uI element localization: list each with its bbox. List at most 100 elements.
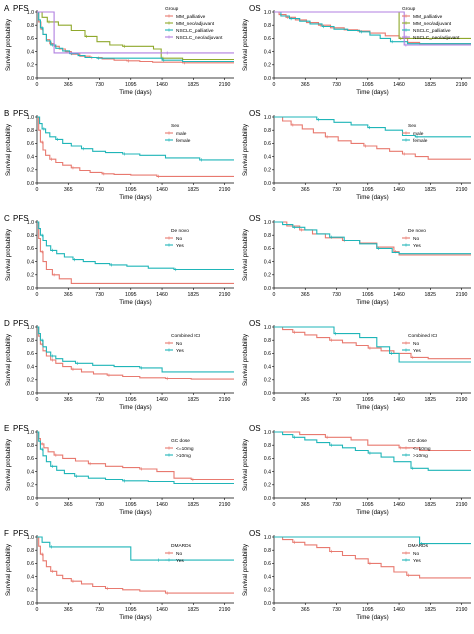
- x-tick-label: 2190: [219, 187, 231, 193]
- x-tick-label: 1825: [425, 82, 437, 88]
- x-tick-label: 1095: [362, 292, 374, 298]
- x-tick-label: 730: [332, 292, 341, 298]
- x-tick-label: 1825: [188, 607, 200, 613]
- km-curve-1: [37, 221, 234, 284]
- y-tick-label: 0.0: [27, 391, 34, 397]
- legend-label: MM_neo/adjuvant: [413, 21, 452, 27]
- legend-title: Combined ICI: [408, 333, 437, 339]
- panel-12: OS 0.0 0.2 0.4 0.6 0.8 1.0 0 365 730 1095 1460 1825 2…: [242, 529, 471, 621]
- x-tick-label: 2190: [456, 292, 468, 298]
- km-curve-2: [37, 116, 234, 161]
- x-tick-label: 1825: [188, 187, 200, 193]
- x-tick-label: 1460: [156, 397, 168, 403]
- y-tick-label: 0.8: [27, 443, 34, 449]
- y-tick-label: 0.6: [27, 456, 34, 462]
- x-tick-label: 0: [273, 292, 276, 298]
- legend-label: No: [176, 236, 182, 242]
- legend-label: No: [413, 341, 419, 347]
- x-tick-label: 1825: [425, 502, 437, 508]
- x-tick-label: 365: [301, 187, 310, 193]
- panel-7: D PFS 0.0 0.2 0.4 0.6 0.8 1.0 0 365 730 1095 1460 182…: [4, 319, 234, 411]
- y-tick-label: 1.0: [264, 220, 271, 226]
- y-tick-label: 0.6: [264, 246, 271, 252]
- y-axis-title: Survival probability: [5, 123, 12, 176]
- y-axis-title: Survival probability: [242, 18, 249, 71]
- y-tick-label: 0.8: [264, 443, 271, 449]
- panel-letter: D: [4, 319, 10, 328]
- x-tick-label: 0: [273, 502, 276, 508]
- y-tick-label: 0.8: [264, 128, 271, 134]
- y-tick-label: 0.2: [264, 378, 271, 384]
- panel-title: PFS: [13, 529, 29, 538]
- panel-title: OS: [249, 214, 261, 223]
- x-tick-label: 0: [273, 607, 276, 613]
- x-tick-label: 0: [273, 82, 276, 88]
- panel-title: OS: [249, 109, 261, 118]
- legend-label: No: [413, 236, 419, 242]
- x-tick-label: 0: [36, 502, 39, 508]
- panel-2: OS 0.0 0.2 0.4 0.6 0.8 1.0 0 365 730 1095 1460 1825 2…: [242, 4, 471, 96]
- y-tick-label: 0.8: [27, 128, 34, 134]
- x-tick-label: 1095: [125, 292, 137, 298]
- y-tick-label: 0.8: [264, 548, 271, 554]
- legend-title: Sex: [408, 123, 417, 129]
- km-curve-2: [37, 431, 234, 485]
- x-tick-label: 730: [95, 502, 104, 508]
- x-tick-label: 1825: [188, 397, 200, 403]
- legend-label: Yes: [176, 558, 184, 564]
- y-tick-label: 1.0: [27, 535, 34, 541]
- panel-title: OS: [249, 424, 261, 433]
- x-tick-label: 2190: [456, 82, 468, 88]
- y-tick-label: 0.2: [27, 483, 34, 489]
- km-curve-1: [37, 326, 234, 380]
- x-tick-label: 2190: [219, 397, 231, 403]
- x-tick-label: 0: [36, 187, 39, 193]
- y-tick-label: 0.2: [264, 63, 271, 69]
- x-axis-title: Time (days): [356, 89, 388, 96]
- y-tick-label: 0.0: [27, 496, 34, 502]
- legend-title: Group: [165, 6, 179, 12]
- y-tick-label: 0.6: [264, 36, 271, 42]
- x-axis-title: Time (days): [119, 299, 151, 306]
- x-tick-label: 1460: [393, 292, 405, 298]
- y-tick-label: 0.6: [27, 246, 34, 252]
- y-tick-label: 0.6: [264, 141, 271, 147]
- y-tick-label: 0.4: [264, 49, 271, 55]
- legend-label: Yes: [413, 558, 421, 564]
- legend-label: MM_palliative: [413, 14, 443, 20]
- km-curve-2: [37, 326, 234, 373]
- y-tick-label: 0.0: [27, 286, 34, 292]
- panel-letter: A: [4, 4, 10, 13]
- x-tick-label: 1460: [156, 502, 168, 508]
- panel-title: PFS: [13, 424, 29, 433]
- y-tick-label: 0.4: [264, 469, 271, 475]
- y-tick-label: 0.8: [264, 233, 271, 239]
- y-tick-label: 0.4: [264, 154, 271, 160]
- y-tick-label: 0.2: [27, 168, 34, 174]
- legend-label: Yes: [413, 348, 421, 354]
- y-tick-label: 0.4: [27, 154, 34, 160]
- y-tick-label: 1.0: [264, 10, 271, 16]
- y-tick-label: 0.6: [27, 36, 34, 42]
- x-tick-label: 1095: [362, 607, 374, 613]
- y-tick-label: 1.0: [27, 325, 34, 331]
- x-tick-label: 365: [301, 397, 310, 403]
- y-tick-label: 0.4: [264, 259, 271, 265]
- x-tick-label: 1095: [125, 82, 137, 88]
- panel-11: F PFS 0.0 0.2 0.4 0.6 0.8 1.0 0 365 730 1095 1460 182…: [4, 529, 234, 621]
- panel-title: OS: [249, 4, 261, 13]
- panel-title: PFS: [13, 4, 29, 13]
- x-tick-label: 0: [36, 397, 39, 403]
- x-tick-label: 730: [95, 187, 104, 193]
- x-axis-title: Time (days): [356, 614, 388, 621]
- y-tick-label: 0.8: [264, 338, 271, 344]
- km-curve-2: [274, 431, 471, 471]
- x-tick-label: 365: [301, 292, 310, 298]
- x-tick-label: 365: [64, 187, 73, 193]
- km-curve-1: [37, 431, 234, 481]
- y-tick-label: 0.0: [27, 601, 34, 607]
- y-tick-label: 0.6: [27, 351, 34, 357]
- x-tick-label: 365: [64, 502, 73, 508]
- y-tick-label: 0.4: [264, 574, 271, 580]
